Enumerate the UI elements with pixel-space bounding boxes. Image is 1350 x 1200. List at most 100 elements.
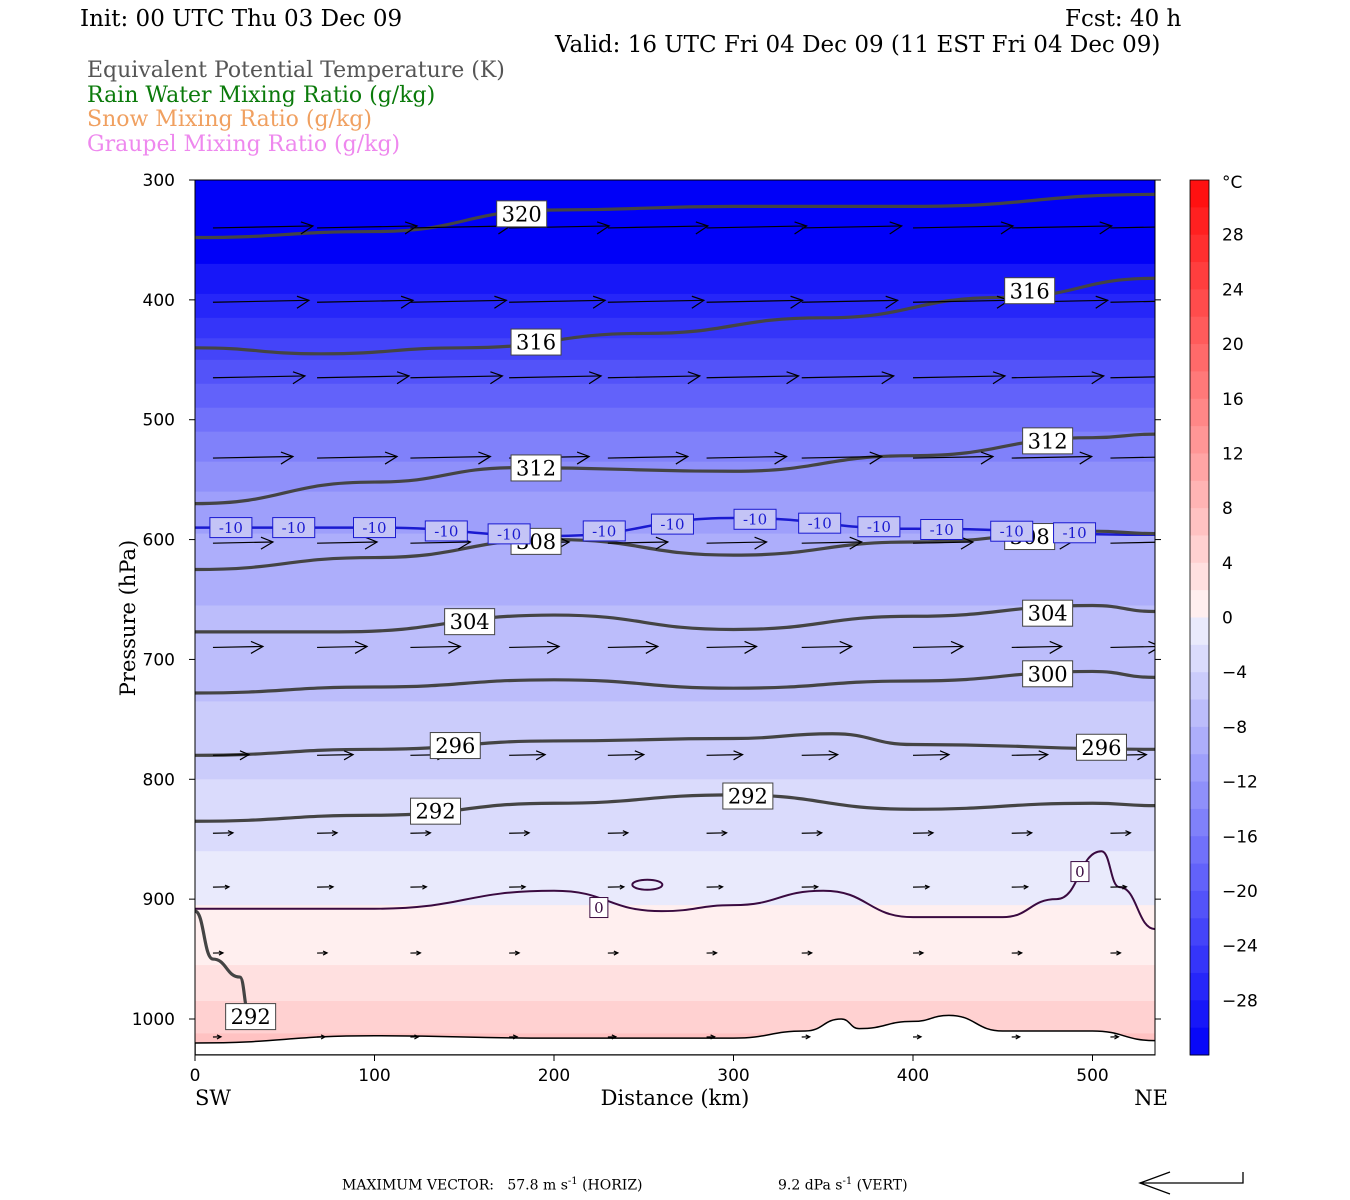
wind-vector-head [869,451,884,465]
wind-vector-head [425,830,432,837]
minus10-label-box [650,513,694,535]
wind-vector [509,645,560,649]
wind-vector [212,225,313,229]
freezing-line-closed-contour [631,878,664,891]
wind-vector-head [611,1034,618,1040]
wind-vector-head [1000,221,1015,235]
theta-e-label-box [1004,277,1056,305]
colorbar-label: −28 [1222,991,1258,1011]
y-tick-label: 900 [143,890,175,910]
wind-vector [317,455,398,459]
colorbar-label: −4 [1222,663,1247,683]
colorbar-segment [1190,890,1209,919]
wind-vector [1110,645,1155,649]
wind-vector [912,299,1010,303]
theta-e-label-box [225,1003,277,1031]
theta-e-label-box [510,454,562,482]
theta-e-label: 300 [1028,662,1068,686]
wind-vector-head [733,750,744,761]
colorbar-segment [1190,808,1209,837]
wind-vector-head [613,950,620,956]
wind-vector-head [1095,295,1110,309]
wind-vector [509,299,606,303]
minus10-label-box [424,520,468,542]
wind-vector-head [1079,451,1094,465]
wind-vector-head [296,295,311,309]
vert-vector-note: 9.2 dPa s-1 (VERT) [778,1176,908,1194]
wind-vector-head [1026,830,1034,837]
wind-vector-head [691,295,706,309]
wind-vector-head [224,884,231,890]
colorbar-segment [1190,754,1209,783]
y-axis-label: Pressure (hPa) [116,540,140,696]
wind-vector-head [1125,830,1132,837]
theta-e-label: 320 [502,202,542,226]
wind-vector-head [322,950,329,956]
theta-e-contour [195,909,251,1015]
colorbar-segment [1190,644,1209,673]
wind-vector [912,645,964,649]
wind-vector-head [331,830,339,837]
minus10-label: -10 [660,516,684,534]
wind-vector-head [239,750,251,761]
minus10-label: -10 [592,522,616,540]
wind-vector-head [1099,221,1114,235]
minus10-label-box [487,523,531,545]
horiz-vector-suffix: (HORIZ) [582,1177,643,1194]
colorbar-segment [1190,398,1209,427]
theta-e-contour [195,276,1155,356]
y-tick-label: 700 [143,650,175,670]
minus10-label-box [272,517,316,539]
wind-vector-head [1137,750,1148,761]
wind-vector-head [1049,640,1064,654]
theta-e-label-box [1022,660,1074,688]
theta-e-contour [195,192,1155,240]
horiz-vector-exp: -1 [567,1176,578,1187]
colorbar-segment [1190,207,1209,236]
wind-vector [509,225,610,229]
wind-vector-head [960,536,975,550]
wind-vector-head [927,830,935,837]
colorbar-segment [1190,945,1209,974]
wind-vector [1110,456,1155,459]
wind-vector-head [396,371,411,385]
freezing-label: 0 [1075,863,1085,881]
wind-vector [410,645,461,649]
wind-vector-head [744,640,758,654]
wind-vector-head [1114,1034,1120,1040]
wind-vector [1011,753,1048,756]
wind-vector-head [414,1034,420,1040]
wind-vector-head [687,371,702,385]
wind-vector-head [828,750,840,761]
colorbar-segment [1190,781,1209,810]
minus10-label: -10 [930,521,954,539]
colorbar-segment [1190,1027,1209,1056]
wind-vector-head [384,451,399,465]
colorbar-segment [1190,480,1209,509]
valid-time: Valid: 16 UTC Fri 04 Dec 09 (11 EST Fri … [555,32,1161,58]
wind-vector-head [794,221,808,235]
theta-e-label-box [444,608,496,636]
wind-vector [607,541,668,544]
wind-vector [212,645,263,649]
wind-vector-head [885,295,900,309]
minus10-label-box [353,517,396,539]
wind-vector-head [889,221,904,235]
wind-vector [607,645,658,649]
wind-vector-head [881,371,896,385]
wind-vector [1011,455,1092,459]
wind-vector-head [416,950,422,956]
minus10-label: -10 [434,522,458,540]
wind-vector-head [404,221,419,235]
colorbar-segment [1190,180,1209,208]
wind-vector-head [514,950,521,956]
wind-vector-head [1038,750,1050,761]
y-tick-label: 300 [143,171,175,191]
minus10-label-box [209,517,253,539]
colorbar-segment [1190,234,1209,263]
minus10-label-box [920,518,964,540]
colorbar-segment [1190,972,1209,1001]
wind-vector [317,541,378,544]
theta-e-contour [195,793,1155,823]
